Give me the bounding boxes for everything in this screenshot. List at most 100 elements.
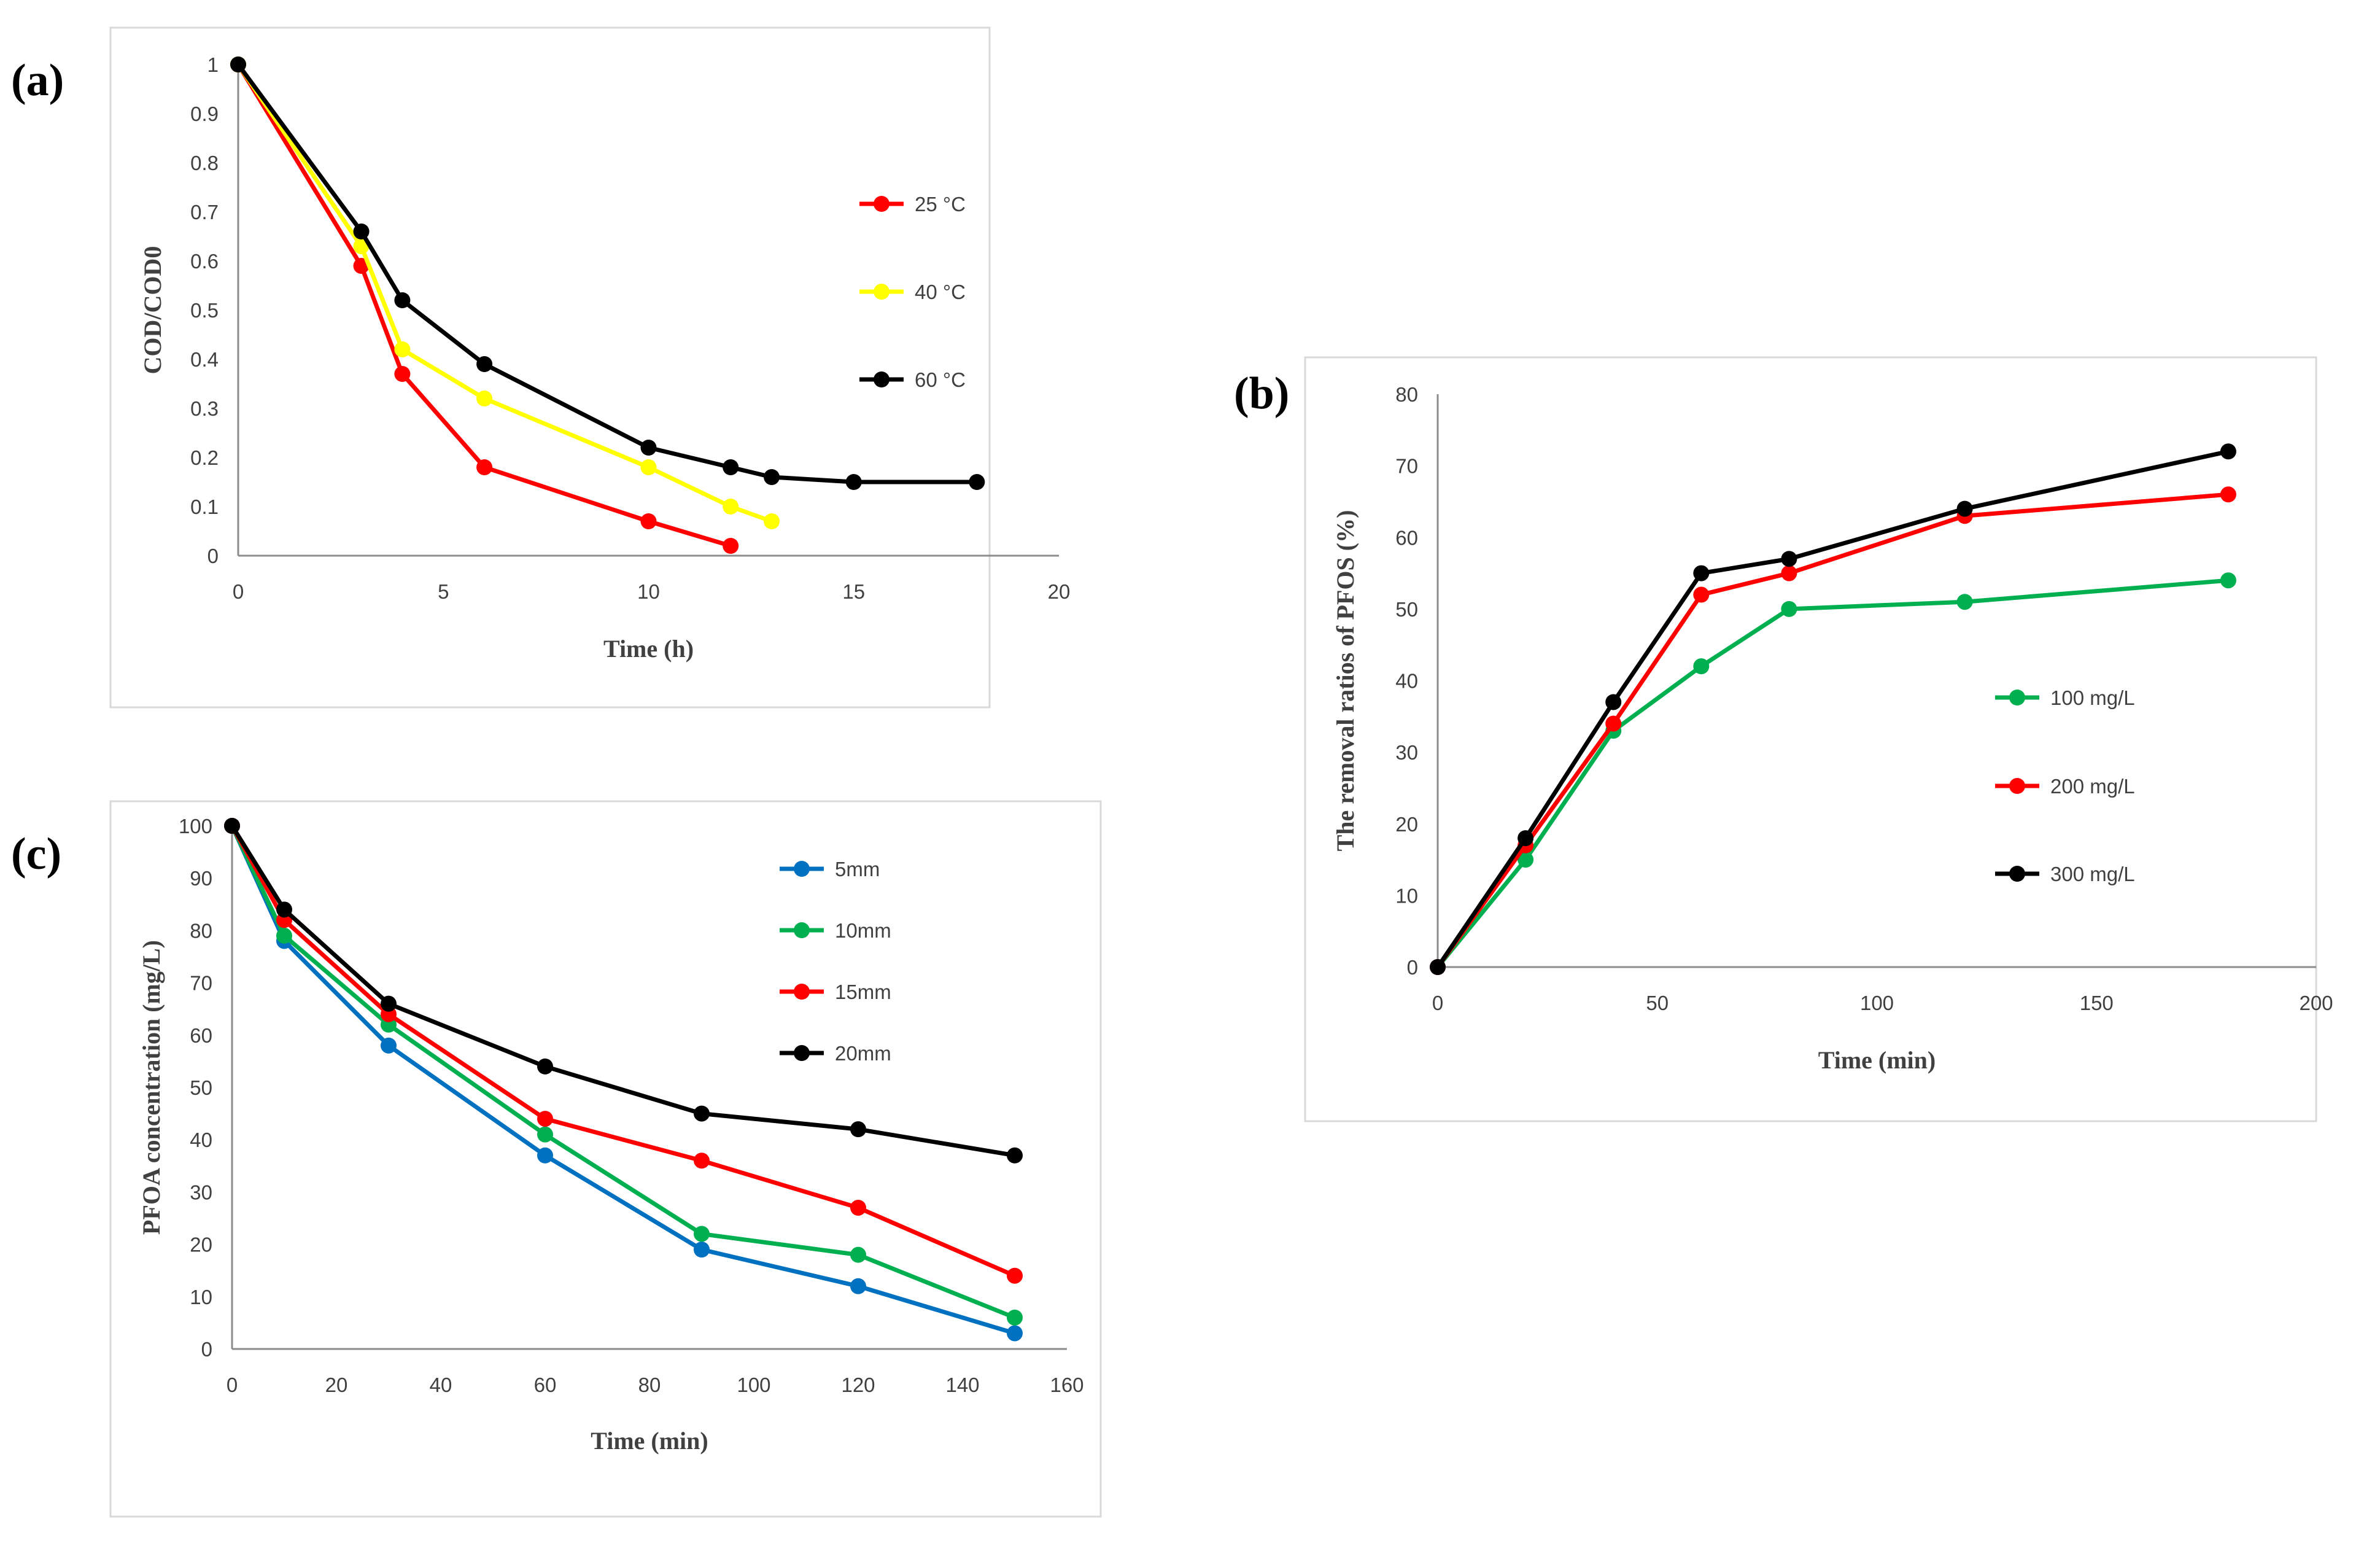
y-tick-label: 0.1: [190, 496, 219, 518]
data-point: [1781, 600, 1797, 617]
panel-label: (c): [11, 829, 61, 879]
legend-swatch-marker: [874, 196, 890, 212]
data-point: [1605, 694, 1622, 710]
x-axis-title: Time (min): [1818, 1046, 1936, 1074]
data-point: [640, 459, 657, 475]
data-point: [394, 292, 411, 308]
data-point: [381, 1037, 397, 1054]
series-100-mg-l: [1430, 572, 2236, 975]
y-tick-label: 40: [1395, 670, 1418, 693]
data-point: [723, 538, 739, 554]
y-tick-label: 90: [190, 867, 212, 890]
data-point: [476, 391, 493, 406]
data-point: [2220, 443, 2236, 460]
data-point: [537, 1147, 553, 1164]
data-point: [2220, 572, 2236, 589]
data-point: [764, 513, 780, 529]
data-point: [694, 1152, 710, 1169]
legend-label: 100 mg/L: [2050, 686, 2135, 709]
legend-label: 20mm: [835, 1042, 891, 1065]
y-axis-title: The removal ratios of PFOS (%): [1331, 510, 1359, 852]
y-tick-label: 10: [1395, 884, 1418, 907]
y-tick-label: 0.8: [190, 152, 219, 174]
y-tick-label: 40: [190, 1129, 212, 1151]
y-tick-label: 10: [190, 1286, 212, 1308]
legend-swatch-marker: [794, 922, 810, 938]
y-tick-label: 50: [190, 1076, 212, 1099]
y-tick-label: 50: [1395, 598, 1418, 621]
x-axis-title: Time (min): [591, 1427, 708, 1455]
data-point: [537, 1126, 553, 1143]
data-point: [1605, 715, 1622, 732]
data-point: [1430, 959, 1446, 975]
x-tick-label: 100: [1860, 992, 1894, 1014]
y-tick-label: 0.4: [190, 348, 219, 371]
y-tick-label: 30: [1395, 741, 1418, 764]
y-tick-label: 0.5: [190, 299, 219, 322]
legend-label: 200 mg/L: [2050, 775, 2135, 798]
legend-item: 200 mg/L: [1995, 775, 2135, 798]
data-point: [1518, 830, 1534, 847]
x-tick-label: 100: [737, 1374, 770, 1396]
chart-a: (a)00.10.20.30.40.50.60.70.80.910 5 10 15 20…: [11, 26, 1071, 709]
y-tick-label: 0.2: [190, 446, 219, 469]
y-tick-label: 1: [207, 53, 219, 76]
series-line: [236, 63, 732, 548]
y-tick-label: 100: [179, 815, 212, 838]
data-point: [1781, 565, 1797, 581]
legend-swatch-marker: [2009, 690, 2025, 705]
series-20mm: [224, 818, 1023, 1164]
data-point: [353, 223, 370, 239]
legend-label: 5mm: [835, 858, 880, 880]
data-point: [694, 1242, 710, 1258]
data-point: [1007, 1147, 1023, 1164]
chart-frame: [1304, 356, 2317, 1122]
legend-item: 10mm: [780, 919, 891, 942]
legend-item: 300 mg/L: [1995, 863, 2135, 885]
series-300-mg-l: [1430, 443, 2236, 975]
data-point: [850, 1199, 866, 1216]
data-point: [1956, 500, 1973, 517]
data-point: [640, 440, 657, 456]
legend-label: 300 mg/L: [2050, 863, 2135, 885]
legend-label: 40 °C: [915, 281, 966, 303]
panel-label: (b): [1234, 368, 1289, 419]
data-point: [850, 1278, 866, 1294]
legend-label: 10mm: [835, 919, 891, 942]
x-tick-label: 15: [842, 580, 865, 603]
data-point: [537, 1058, 553, 1075]
legend-item: 25 °C: [859, 193, 966, 216]
legend-item: 5mm: [780, 858, 880, 880]
legend-label: 60 °C: [915, 368, 966, 391]
y-tick-label: 80: [190, 919, 212, 942]
x-tick-label: 10: [637, 580, 660, 603]
series-40-c: [230, 56, 780, 529]
legend-swatch-marker: [794, 861, 810, 877]
data-point: [1693, 586, 1710, 603]
y-tick-label: 60: [190, 1024, 212, 1047]
x-tick-label: 150: [2080, 992, 2114, 1014]
chart-frame: [109, 800, 1102, 1518]
chart-c: (c) 0 10 20 30 40 50 60 70 80 90 100 0 20 40 60 80 100 120…: [11, 800, 1102, 1518]
legend-item: 100 mg/L: [1995, 686, 2135, 709]
legend-swatch-marker: [794, 1045, 810, 1061]
chart-b: (b) 0 10 20 30 40 50 60 70 80 0 50 100 150 200 Time (mi…: [1234, 356, 2333, 1122]
x-tick-label: 60: [534, 1374, 557, 1396]
x-tick-label: 140: [945, 1374, 979, 1396]
y-tick-label: 0.3: [190, 397, 219, 420]
data-point: [764, 469, 780, 485]
y-axis-title: COD/COD0: [139, 246, 166, 375]
y-tick-label: 0: [207, 545, 219, 567]
y-tick-label: 60: [1395, 526, 1418, 549]
y-tick-label: 70: [190, 972, 212, 995]
chart-frame: [109, 26, 991, 709]
data-point: [276, 901, 292, 918]
x-tick-label: 20: [1048, 580, 1071, 603]
x-tick-label: 80: [638, 1374, 661, 1396]
data-point: [1007, 1309, 1023, 1326]
panel-label: (a): [11, 55, 64, 106]
legend-item: 60 °C: [859, 368, 966, 391]
data-point: [845, 474, 862, 490]
data-point: [1518, 852, 1534, 868]
